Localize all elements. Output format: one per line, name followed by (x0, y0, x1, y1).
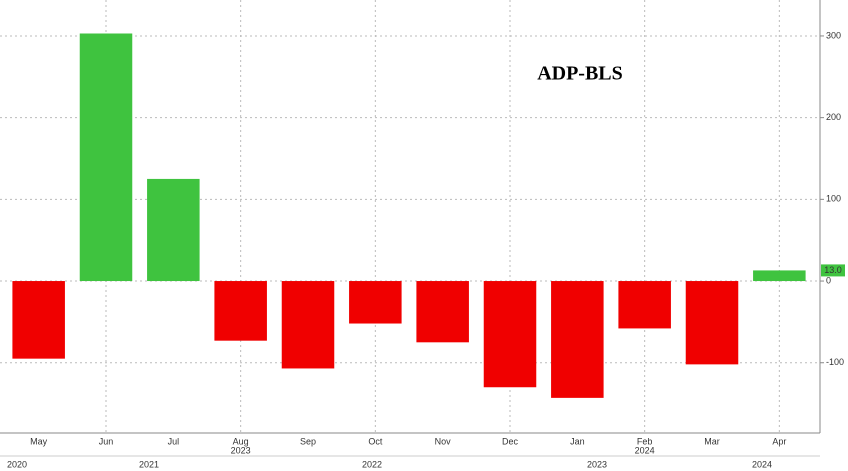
bar (551, 281, 604, 398)
x-tick-label: Jul (168, 436, 180, 446)
x-tick-label: May (30, 436, 48, 446)
year-label: 2024 (752, 459, 772, 469)
bar (79, 33, 133, 282)
x-tick-label: Oct (368, 436, 383, 446)
bar (349, 281, 402, 324)
bar (281, 281, 335, 369)
bar (214, 281, 267, 341)
y-tick-label: 100 (826, 194, 841, 204)
y-tick-label: 300 (826, 30, 841, 40)
x-tick-label: Apr (772, 436, 786, 446)
value-label: 13.0 (824, 265, 842, 275)
bar (483, 281, 537, 388)
x-tick-label: Feb (637, 436, 653, 446)
bar (685, 281, 739, 365)
year-label: 2023 (587, 459, 607, 469)
bar (753, 270, 806, 282)
year-label: 2022 (362, 459, 382, 469)
year-label: 2024 (635, 445, 655, 455)
year-label: 2020 (7, 459, 27, 469)
x-tick-label: Jun (99, 436, 114, 446)
value-label-box (821, 264, 845, 277)
y-tick-label: -100 (826, 357, 844, 367)
y-tick-label: 200 (826, 112, 841, 122)
bar (618, 281, 671, 329)
bar (416, 281, 469, 343)
x-tick-label: Nov (435, 436, 452, 446)
x-tick-label: Aug (233, 436, 249, 446)
bar (147, 178, 200, 282)
bar (12, 281, 65, 359)
x-tick-label: Mar (704, 436, 720, 446)
chart-title: ADP-BLS (537, 63, 623, 85)
year-label: 2023 (231, 445, 251, 455)
x-tick-label: Dec (502, 436, 519, 446)
y-tick-label: 0 (826, 275, 831, 285)
year-label: 2021 (139, 459, 159, 469)
x-tick-label: Sep (300, 436, 316, 446)
x-tick-label: Jan (570, 436, 585, 446)
